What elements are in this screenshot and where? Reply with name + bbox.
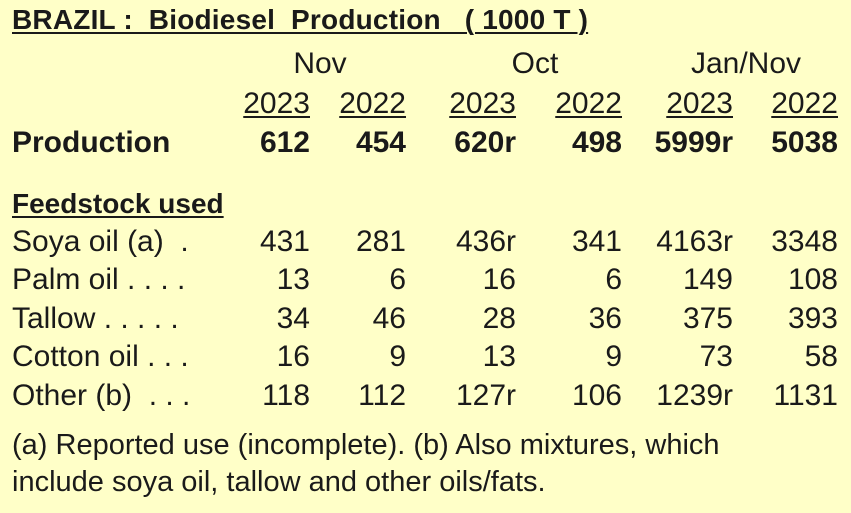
table-title: BRAZIL : Biodiesel Production ( 1000 T ) <box>12 4 589 35</box>
production-label: Production <box>12 126 171 159</box>
table-cell: 106 <box>571 379 622 412</box>
table-cell: 1239r <box>656 379 733 412</box>
year-header: 2023 <box>666 87 733 120</box>
row-label-soya-oil: Soya oil (a) . <box>12 225 189 258</box>
table-cell: 36 <box>588 302 622 335</box>
year-header: 2023 <box>449 87 516 120</box>
table-cell: 112 <box>358 379 406 412</box>
table-cell: 341 <box>571 225 622 258</box>
table-cell: 108 <box>787 263 838 296</box>
table-cell: 4163r <box>656 225 733 258</box>
footnote-line: (a) Reported use (incomplete). (b) Also … <box>12 429 720 461</box>
table-cell: 375 <box>682 302 733 335</box>
year-header: 2023 <box>243 87 310 120</box>
year-header: 2022 <box>339 87 406 120</box>
table-cell: 281 <box>355 225 406 258</box>
table-cell: 436r <box>455 225 516 258</box>
table-cell: 1131 <box>773 379 838 412</box>
table-cell: 34 <box>276 302 310 335</box>
table-cell: 118 <box>262 379 310 412</box>
production-value: 454 <box>355 126 406 159</box>
table-cell: 46 <box>372 302 406 335</box>
row-label-cotton-oil: Cotton oil . . . <box>12 340 189 373</box>
production-value: 5999r <box>654 126 733 159</box>
table-cell: 6 <box>605 263 622 296</box>
table-cell: 149 <box>682 263 733 296</box>
group-header-nov: Nov <box>293 47 347 80</box>
row-label-palm-oil: Palm oil . . . . <box>12 263 186 296</box>
table-cell: 13 <box>482 340 516 373</box>
table-cell: 9 <box>605 340 622 373</box>
group-header-oct: Oct <box>511 47 559 80</box>
table-cell: 16 <box>482 263 516 296</box>
table-cell: 393 <box>787 302 838 335</box>
production-value: 620r <box>454 126 516 159</box>
year-header: 2022 <box>771 87 838 120</box>
production-value: 5038 <box>771 126 838 159</box>
row-label-other: Other (b) . . . <box>12 379 191 412</box>
row-label-tallow: Tallow . . . . . <box>12 302 179 335</box>
feedstock-heading: Feedstock used <box>12 188 224 219</box>
production-value: 498 <box>571 126 622 159</box>
table-cell: 28 <box>482 302 516 335</box>
table-cell: 127r <box>455 379 516 412</box>
table-cell: 6 <box>389 263 406 296</box>
table-cell: 16 <box>276 340 310 373</box>
table-cell: 431 <box>259 225 310 258</box>
group-header-jannov: Jan/Nov <box>690 47 802 80</box>
table-cell: 9 <box>389 340 406 373</box>
table-cell: 73 <box>699 340 733 373</box>
production-value: 612 <box>259 126 310 159</box>
footnote-line: include soya oil, tallow and other oils/… <box>12 466 546 498</box>
table-cell: 3348 <box>771 225 838 258</box>
table-cell: 58 <box>804 340 838 373</box>
year-header: 2022 <box>555 87 622 120</box>
table-cell: 13 <box>276 263 310 296</box>
